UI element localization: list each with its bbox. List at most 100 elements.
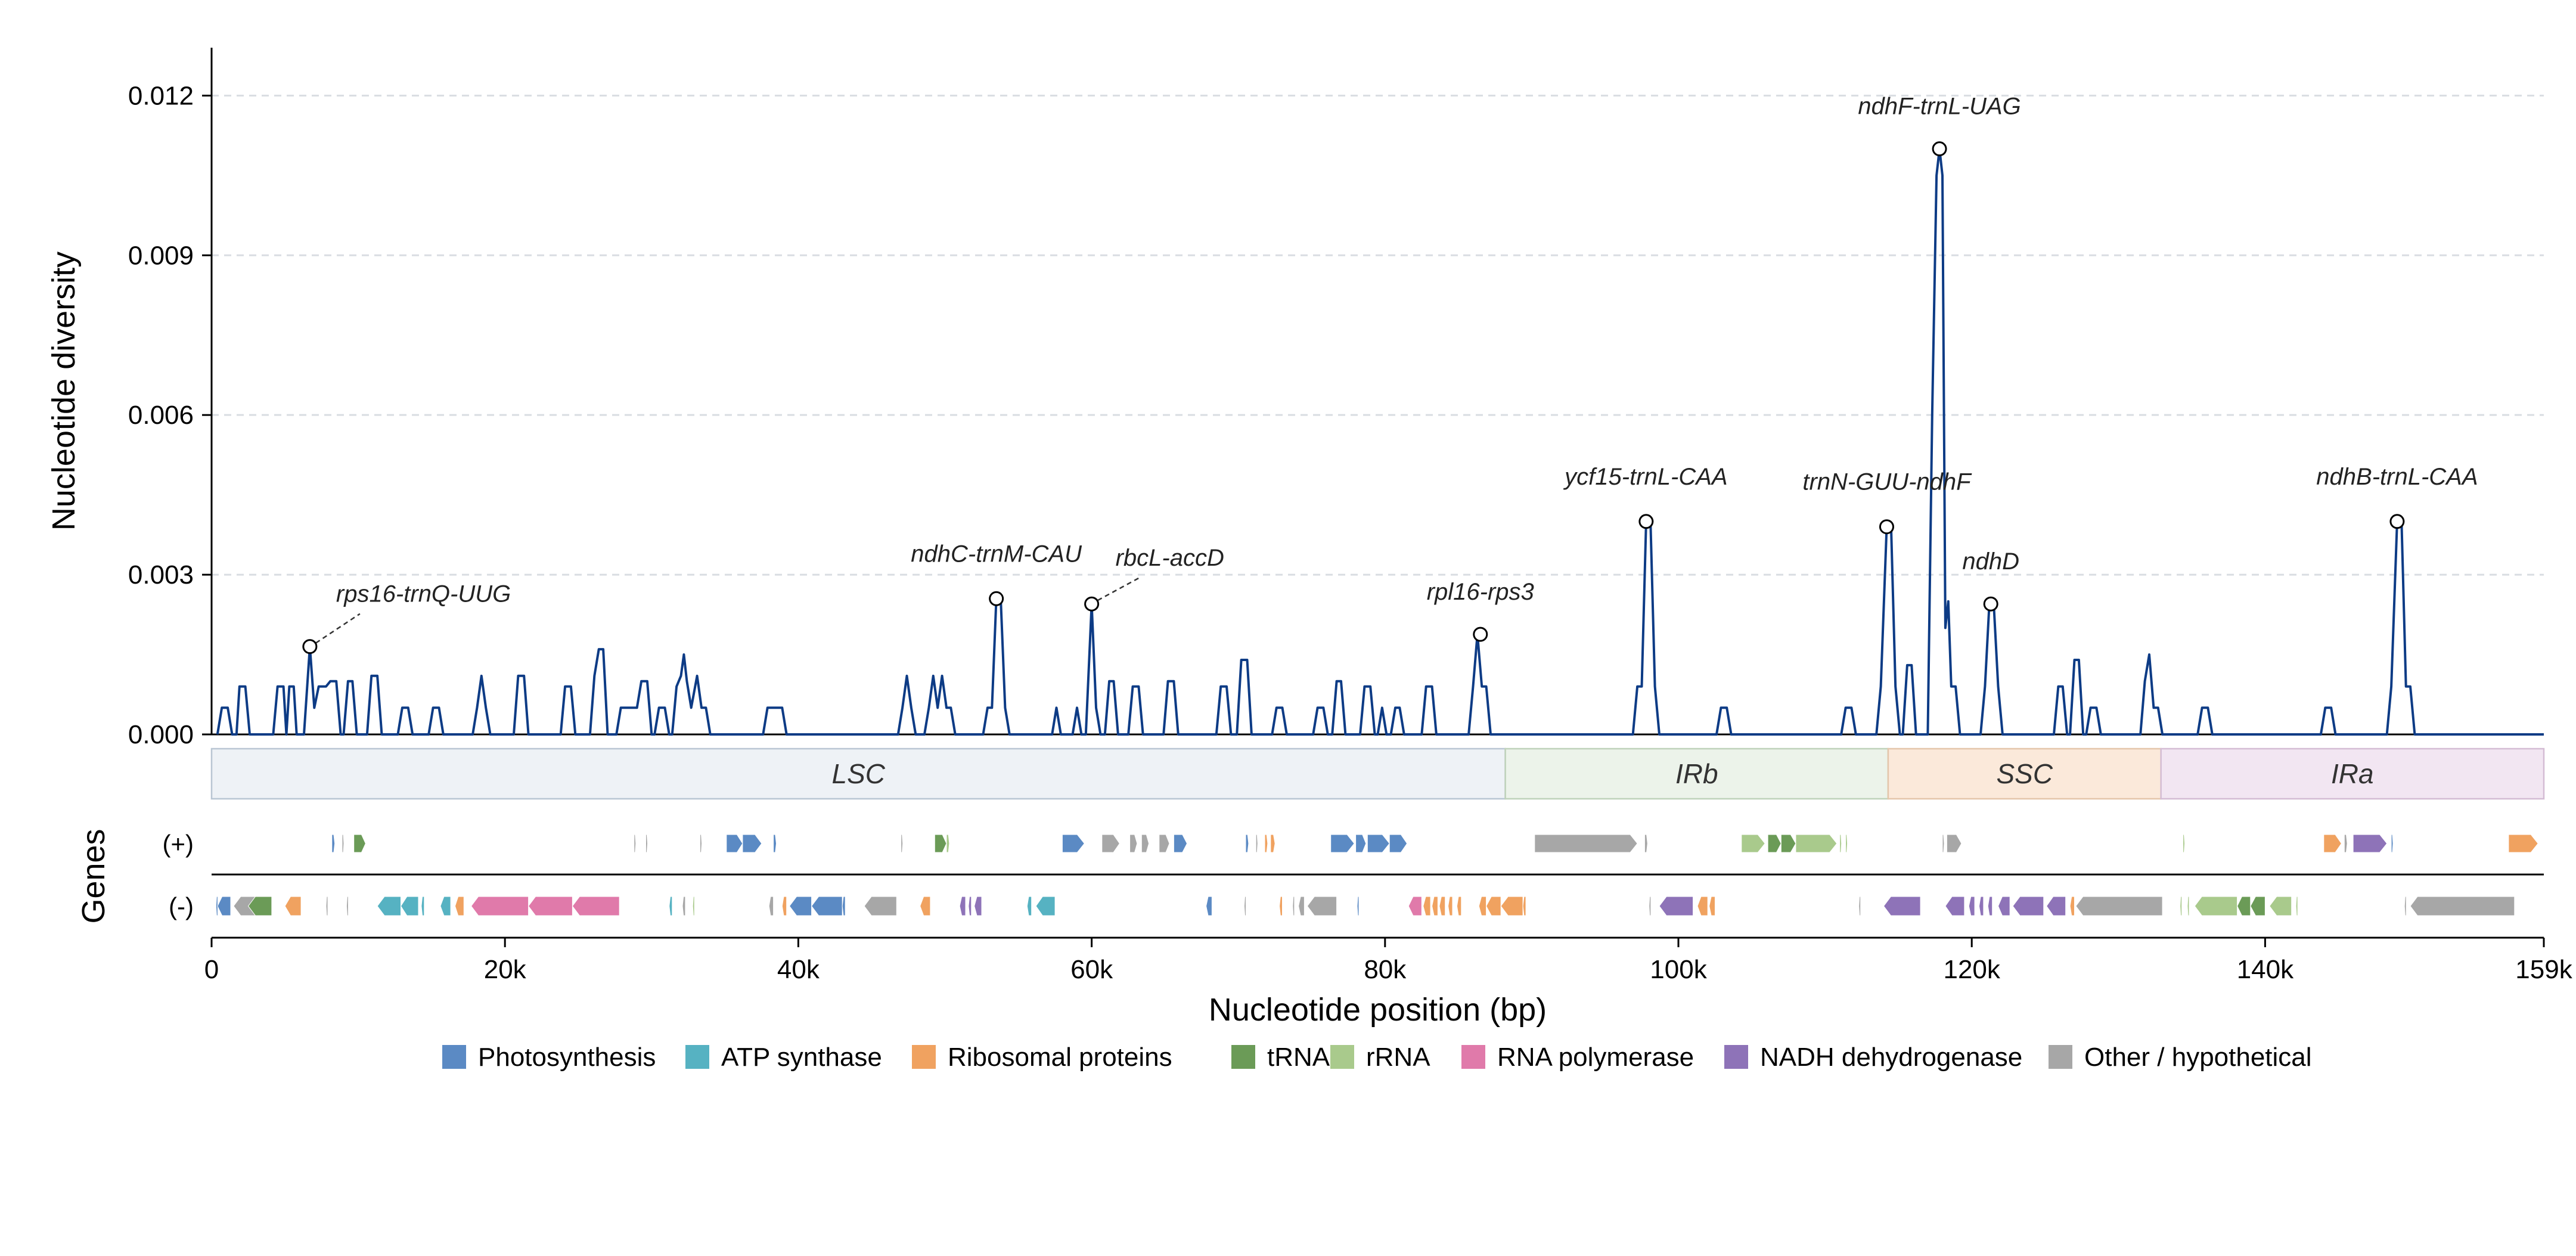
gene-minus [1298, 896, 1305, 916]
legend-swatch [912, 1045, 936, 1069]
gene-minus [811, 896, 843, 916]
gene-plus [1062, 834, 1085, 853]
gene-plus [1795, 834, 1838, 853]
minus-strand-label: (-) [169, 892, 194, 920]
plus-strand-label: (+) [163, 830, 194, 858]
y-axis-title: Nucleotide diversity [46, 252, 82, 531]
peak-marker [1932, 141, 1947, 157]
x-tick-label: 159k [2515, 955, 2572, 984]
gene-minus [470, 896, 529, 916]
gene-plus [1141, 834, 1150, 853]
gene-plus [2508, 834, 2538, 853]
gene-minus [842, 896, 846, 916]
x-tick-label: 80k [1364, 955, 1407, 984]
genes-track-title: Genes [76, 829, 111, 923]
peak-marker [1638, 514, 1654, 529]
peak-label: ndhC-trnM-CAU [911, 541, 1082, 567]
region-label: LSC [832, 758, 886, 789]
gene-minus [325, 896, 328, 916]
legend-swatch [442, 1045, 466, 1069]
x-tick-label: 60k [1070, 955, 1113, 984]
peak-leader-line [315, 613, 361, 644]
gene-plus [1245, 834, 1249, 853]
gene-plus [2352, 834, 2388, 853]
gene-minus [2012, 896, 2044, 916]
gene-plus [1270, 834, 1275, 853]
gene-minus [284, 896, 302, 916]
gene-minus [1423, 896, 1431, 916]
gene-plus [773, 834, 777, 853]
gene-plus [634, 834, 637, 853]
gene-plus [353, 834, 366, 853]
gene-minus [1448, 896, 1453, 916]
peak-marker [1879, 519, 1894, 535]
gene-plus [1839, 834, 1842, 853]
gene-minus [1858, 896, 1861, 916]
y-tick-label: 0.012 [128, 81, 194, 110]
gene-minus [527, 896, 573, 916]
peak-label: rps16-trnQ-UUG [336, 581, 511, 607]
gene-minus [1883, 896, 1921, 916]
gene-plus [700, 834, 703, 853]
gene-minus [421, 896, 425, 916]
peak-label: rpl16-rps3 [1427, 579, 1534, 605]
gene-minus [682, 896, 686, 916]
gene-plus [1767, 834, 1782, 853]
diversity-line-layer [216, 147, 2544, 736]
gene-plus [2183, 834, 2186, 853]
gene-minus [1659, 896, 1694, 916]
gene-minus [215, 896, 218, 916]
gene-plus [742, 834, 762, 853]
gene-minus [2046, 896, 2066, 916]
y-axis: 0.000 0.003 0.006 0.009 0.012 Nucleotide dive… [46, 48, 2544, 749]
gene-minus [1439, 896, 1446, 916]
region-label: IRa [2331, 758, 2374, 789]
gene-minus [1292, 896, 1295, 916]
gene-minus [1649, 896, 1652, 916]
legend-label: tRNA [1267, 1043, 1330, 1072]
gene-minus [247, 896, 272, 916]
gene-minus [2404, 896, 2407, 916]
gene-minus [2269, 896, 2292, 916]
gene-plus [2391, 834, 2394, 853]
gene-minus [1968, 896, 1975, 916]
peak-label: rbcL-accD [1116, 545, 1224, 571]
gene-minus [1456, 896, 1462, 916]
peak-marker [1084, 596, 1100, 612]
gene-minus [1997, 896, 2010, 916]
gene-minus [1486, 896, 1501, 916]
gene-minus [1035, 896, 1056, 916]
y-tick-label: 0.006 [128, 401, 194, 430]
gene-minus [217, 896, 231, 916]
gene-minus [1978, 896, 1984, 916]
gene-plus [901, 834, 904, 853]
gene-plus [1159, 834, 1170, 853]
peak-annotations: rps16-trnQ-UUG ndhC-trnM-CAU rbcL-accD rpl1… [302, 94, 2478, 655]
legend-swatch [685, 1045, 709, 1069]
gene-minus [400, 896, 419, 916]
gene-plus [1845, 834, 1848, 853]
legend-label: Ribosomal proteins [948, 1043, 1172, 1072]
legend-swatch [1330, 1045, 1354, 1069]
peak-label: ycf15-trnL-CAA [1563, 464, 1727, 490]
gene-plus [726, 834, 743, 853]
gene-plus [1942, 834, 1945, 853]
gene-plus [1129, 834, 1138, 853]
peak-marker [989, 591, 1004, 606]
gene-plus [1367, 834, 1390, 853]
gene-plus [1255, 834, 1258, 853]
gene-plus [1534, 834, 1638, 853]
gene-plus [645, 834, 648, 853]
gene-minus [1522, 896, 1526, 916]
peak-marker [2389, 514, 2405, 529]
x-axis-title: Nucleotide position (bp) [1209, 992, 1547, 1028]
gene-minus [2075, 896, 2163, 916]
gene-plus [2344, 834, 2348, 853]
peak-label: trnN-GUU-ndhF [1802, 469, 1972, 495]
gene-minus [440, 896, 451, 916]
gene-minus [2410, 896, 2515, 916]
gene-plus [946, 834, 950, 853]
gene-minus [864, 896, 897, 916]
gene-minus [1026, 896, 1032, 916]
legend: Photosynthesis ATP synthase Ribosomal prot… [442, 1043, 2312, 1072]
